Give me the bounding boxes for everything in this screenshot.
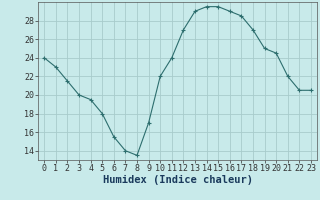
X-axis label: Humidex (Indice chaleur): Humidex (Indice chaleur) [103, 175, 252, 185]
